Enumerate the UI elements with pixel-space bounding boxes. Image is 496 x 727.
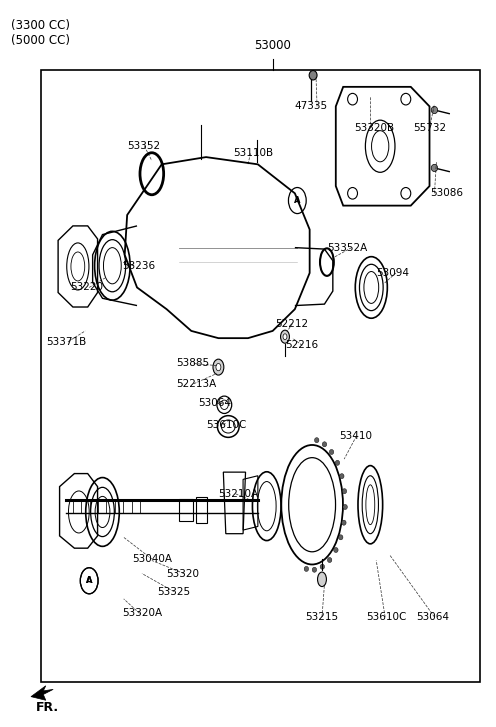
Text: 53320B: 53320B <box>354 123 394 133</box>
Ellipse shape <box>327 558 332 563</box>
Text: (3300 CC): (3300 CC) <box>11 20 70 33</box>
Text: 53610C: 53610C <box>206 420 247 430</box>
Ellipse shape <box>314 438 319 443</box>
Text: 53410: 53410 <box>339 431 372 441</box>
Text: 53220: 53220 <box>70 283 104 292</box>
Text: 52216: 52216 <box>285 340 318 350</box>
Ellipse shape <box>312 567 316 572</box>
Ellipse shape <box>317 572 326 587</box>
Text: 53610C: 53610C <box>367 612 407 622</box>
Text: 53320: 53320 <box>167 569 199 579</box>
Text: 55732: 55732 <box>413 123 446 133</box>
Text: 53000: 53000 <box>254 39 291 52</box>
Text: A: A <box>86 577 92 585</box>
Ellipse shape <box>334 547 338 553</box>
Text: FR.: FR. <box>36 701 59 714</box>
Text: 53352: 53352 <box>127 141 160 151</box>
Ellipse shape <box>335 460 340 465</box>
Ellipse shape <box>329 449 334 454</box>
Ellipse shape <box>342 489 347 494</box>
Ellipse shape <box>320 564 324 569</box>
Ellipse shape <box>304 566 309 571</box>
Ellipse shape <box>322 442 327 447</box>
Ellipse shape <box>340 473 344 478</box>
Text: 53086: 53086 <box>431 188 463 198</box>
Ellipse shape <box>343 505 347 510</box>
Text: 53064: 53064 <box>416 612 449 622</box>
Text: 53215: 53215 <box>305 612 338 622</box>
Text: 53371B: 53371B <box>46 337 86 347</box>
Text: 53040A: 53040A <box>132 554 172 564</box>
Ellipse shape <box>431 164 437 172</box>
Text: 53236: 53236 <box>122 261 155 270</box>
Text: 53110B: 53110B <box>233 148 273 158</box>
Ellipse shape <box>431 106 437 113</box>
Text: 47335: 47335 <box>295 101 328 111</box>
Text: 53325: 53325 <box>157 587 190 597</box>
Ellipse shape <box>338 535 343 540</box>
Text: 52213A: 52213A <box>177 379 217 389</box>
Text: 53320A: 53320A <box>122 608 162 619</box>
Text: A: A <box>294 196 301 205</box>
Ellipse shape <box>213 359 224 375</box>
Bar <box>41 71 480 682</box>
Ellipse shape <box>283 334 287 340</box>
Bar <box>196 497 207 523</box>
Text: 53094: 53094 <box>376 268 409 278</box>
Text: (5000 CC): (5000 CC) <box>11 34 70 47</box>
Polygon shape <box>31 686 53 700</box>
Text: A: A <box>86 577 92 585</box>
Text: 53064: 53064 <box>199 398 232 409</box>
Text: 53352A: 53352A <box>327 243 367 252</box>
Ellipse shape <box>309 71 317 80</box>
Text: 53210A: 53210A <box>218 489 258 499</box>
Bar <box>179 499 193 521</box>
Ellipse shape <box>342 520 346 525</box>
Text: 53885: 53885 <box>177 358 210 369</box>
Ellipse shape <box>216 364 221 371</box>
Ellipse shape <box>281 330 290 343</box>
Text: 52212: 52212 <box>275 318 308 329</box>
